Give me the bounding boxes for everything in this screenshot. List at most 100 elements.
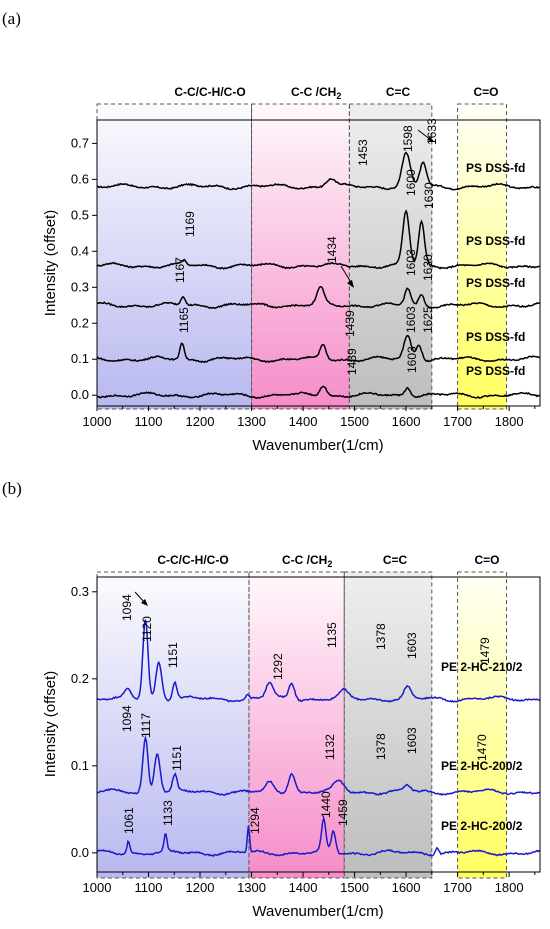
region-label-c-dbl-c: C=C bbox=[386, 85, 411, 99]
panel-a-traces bbox=[96, 151, 541, 399]
panel-a-y-axis-title: Intensity (offset) bbox=[42, 210, 59, 316]
peak-arrow bbox=[340, 265, 353, 285]
peak-annotation: 1132 bbox=[323, 734, 337, 760]
panel-b-region-labels: C-C/C-H/C-O C-C /CH2 C=C C=O bbox=[157, 553, 499, 569]
trace-label: PS DSS-fd bbox=[466, 364, 525, 378]
peak-annotation: 1294 bbox=[248, 807, 262, 834]
y-tick-label: 0.0 bbox=[71, 387, 89, 402]
spectrum-trace bbox=[96, 815, 541, 858]
panel-a-region-labels: C-C/C-H/C-O C-C /CH2 C=C C=O bbox=[174, 85, 498, 101]
y-tick-label: 0.2 bbox=[71, 315, 89, 330]
peak-annotation: 1117 bbox=[139, 713, 153, 738]
peak-arrowhead bbox=[347, 280, 354, 288]
x-tick-label: 1300 bbox=[237, 414, 266, 429]
x-tick-label: 1600 bbox=[392, 414, 421, 429]
panel-b-y-ticks: 0.0 0.1 0.2 0.3 bbox=[71, 584, 97, 860]
peak-annotation: 1167 bbox=[173, 257, 187, 283]
y-tick-label: 0.2 bbox=[71, 671, 89, 686]
peak-arrowhead bbox=[141, 599, 148, 606]
panel-b: (b) C-C/C-H/C-O C-C /CH2 C=C C=O 1000 110… bbox=[2, 479, 541, 920]
region-label-cc-ch-co: C-C/C-H/C-O bbox=[174, 85, 245, 99]
x-tick-label: 1100 bbox=[135, 414, 163, 429]
peak-annotation: 1151 bbox=[166, 642, 180, 668]
peak-annotation: 1440 bbox=[319, 791, 333, 818]
spectrum-trace bbox=[96, 385, 541, 399]
panel-b-trace-labels: PE 2-HC-210/2 PE 2-HC-200/2 PE 2-HC-200/… bbox=[441, 660, 523, 833]
y-tick-label: 0.7 bbox=[71, 135, 89, 150]
peak-annotation: 1600 bbox=[404, 169, 418, 196]
peak-annotation: 1133 bbox=[161, 800, 175, 826]
y-tick-label: 0.3 bbox=[71, 584, 89, 599]
spectrum-trace bbox=[96, 734, 541, 796]
panel-a-x-axis-title: Wavenumber(1/cm) bbox=[252, 437, 383, 454]
x-tick-label: 1500 bbox=[340, 414, 369, 429]
region-label-cc-ch2: C-C /CH2 bbox=[282, 553, 332, 569]
peak-annotation: 1292 bbox=[271, 653, 285, 680]
peak-annotation: 1094 bbox=[120, 705, 134, 732]
peak-annotation: 1169 bbox=[183, 211, 197, 237]
region-band bbox=[343, 571, 433, 879]
region-band bbox=[457, 103, 508, 410]
region-band bbox=[457, 571, 508, 879]
region-label-c-dbl-o: C=O bbox=[473, 85, 498, 99]
region-band bbox=[348, 103, 433, 410]
trace-label: PE 2-HC-200/2 bbox=[441, 759, 523, 773]
trace-label: PS DSS-fd bbox=[466, 161, 525, 175]
peak-annotation: 1603 bbox=[405, 632, 419, 659]
x-tick-label: 1800 bbox=[495, 414, 524, 429]
y-tick-label: 0.3 bbox=[71, 279, 89, 294]
panel-b-y-axis-title: Intensity (offset) bbox=[42, 671, 59, 777]
x-tick-label: 1000 bbox=[83, 414, 112, 429]
panel-b-plot-frame bbox=[96, 576, 541, 873]
trace-label: PS DSS-fd bbox=[466, 330, 525, 344]
trace-label: PE 2-HC-200/2 bbox=[441, 819, 523, 833]
peak-annotation: 1135 bbox=[325, 622, 339, 648]
peak-annotation: 1630 bbox=[421, 254, 435, 281]
region-band bbox=[248, 571, 345, 879]
trace-label: PS DSS-fd bbox=[466, 234, 525, 248]
panel-b-x-ticks: 1000 1100 1200 1300 1400 1500 1600 1700 1800 bbox=[83, 872, 536, 895]
y-tick-label: 0.5 bbox=[71, 207, 89, 222]
x-tick-label: 1200 bbox=[186, 414, 215, 429]
peak-annotation: 1378 bbox=[374, 623, 388, 650]
peak-annotation: 1434 bbox=[325, 236, 339, 263]
x-tick-label: 1600 bbox=[392, 880, 421, 895]
peak-annotation: 1603 bbox=[404, 306, 418, 333]
panel-b-x-axis-title: Wavenumber(1/cm) bbox=[252, 903, 383, 920]
peak-annotation: 1165 bbox=[177, 307, 191, 333]
peak-annotation: 1630 bbox=[422, 182, 436, 209]
region-label-c-dbl-o: C=O bbox=[474, 553, 499, 567]
trace-label: PE 2-HC-210/2 bbox=[441, 660, 523, 674]
panel-b-traces bbox=[96, 619, 541, 858]
panel-b-regions bbox=[96, 571, 508, 879]
peak-annotation: 1479 bbox=[478, 637, 492, 664]
panel-a-x-ticks: 1000 1100 1200 1300 1400 1500 1600 1700 1800 bbox=[83, 406, 536, 429]
x-tick-label: 1400 bbox=[289, 880, 318, 895]
panel-a-plot-frame bbox=[96, 119, 541, 407]
y-tick-label: 0.0 bbox=[71, 845, 89, 860]
peak-annotation: 1470 bbox=[475, 734, 489, 761]
region-label-c-dbl-c: C=C bbox=[383, 553, 408, 567]
peak-annotation: 1603 bbox=[405, 727, 419, 754]
peak-annotation: 1459 bbox=[336, 799, 350, 826]
y-tick-label: 0.4 bbox=[71, 243, 89, 258]
peak-annotation: 1094 bbox=[120, 594, 134, 621]
spectrum-trace bbox=[96, 286, 541, 310]
peak-arrowhead bbox=[427, 136, 434, 142]
peak-annotation: 1151 bbox=[170, 745, 184, 771]
panel-b-peak-annotations: 1094 1120 1151 1292 1135 1378 1479 1603 … bbox=[120, 591, 492, 834]
peak-annotation: 1625 bbox=[421, 306, 435, 333]
panel-a-trace-labels: PS DSS-fd PS DSS-fd PS DSS-fd PS DSS-fd … bbox=[466, 161, 525, 378]
panel-a-letter: (a) bbox=[2, 9, 21, 28]
spectrum-trace bbox=[96, 151, 541, 191]
x-tick-label: 1500 bbox=[340, 880, 369, 895]
peak-annotation: 1603 bbox=[405, 346, 419, 373]
x-tick-label: 1700 bbox=[443, 880, 472, 895]
spectrum-trace bbox=[96, 619, 541, 703]
y-tick-label: 0.1 bbox=[71, 758, 89, 773]
panel-a-y-ticks: 0.0 0.1 0.2 0.3 0.4 0.5 0.6 0.7 bbox=[71, 135, 97, 402]
x-tick-label: 1000 bbox=[83, 880, 112, 895]
peak-annotation: 1061 bbox=[122, 807, 136, 834]
panel-a-peak-annotations: 1453 1598 1633 1135 1169 1600 1630 1167 … bbox=[173, 118, 439, 375]
peak-annotation: 1378 bbox=[374, 733, 388, 760]
